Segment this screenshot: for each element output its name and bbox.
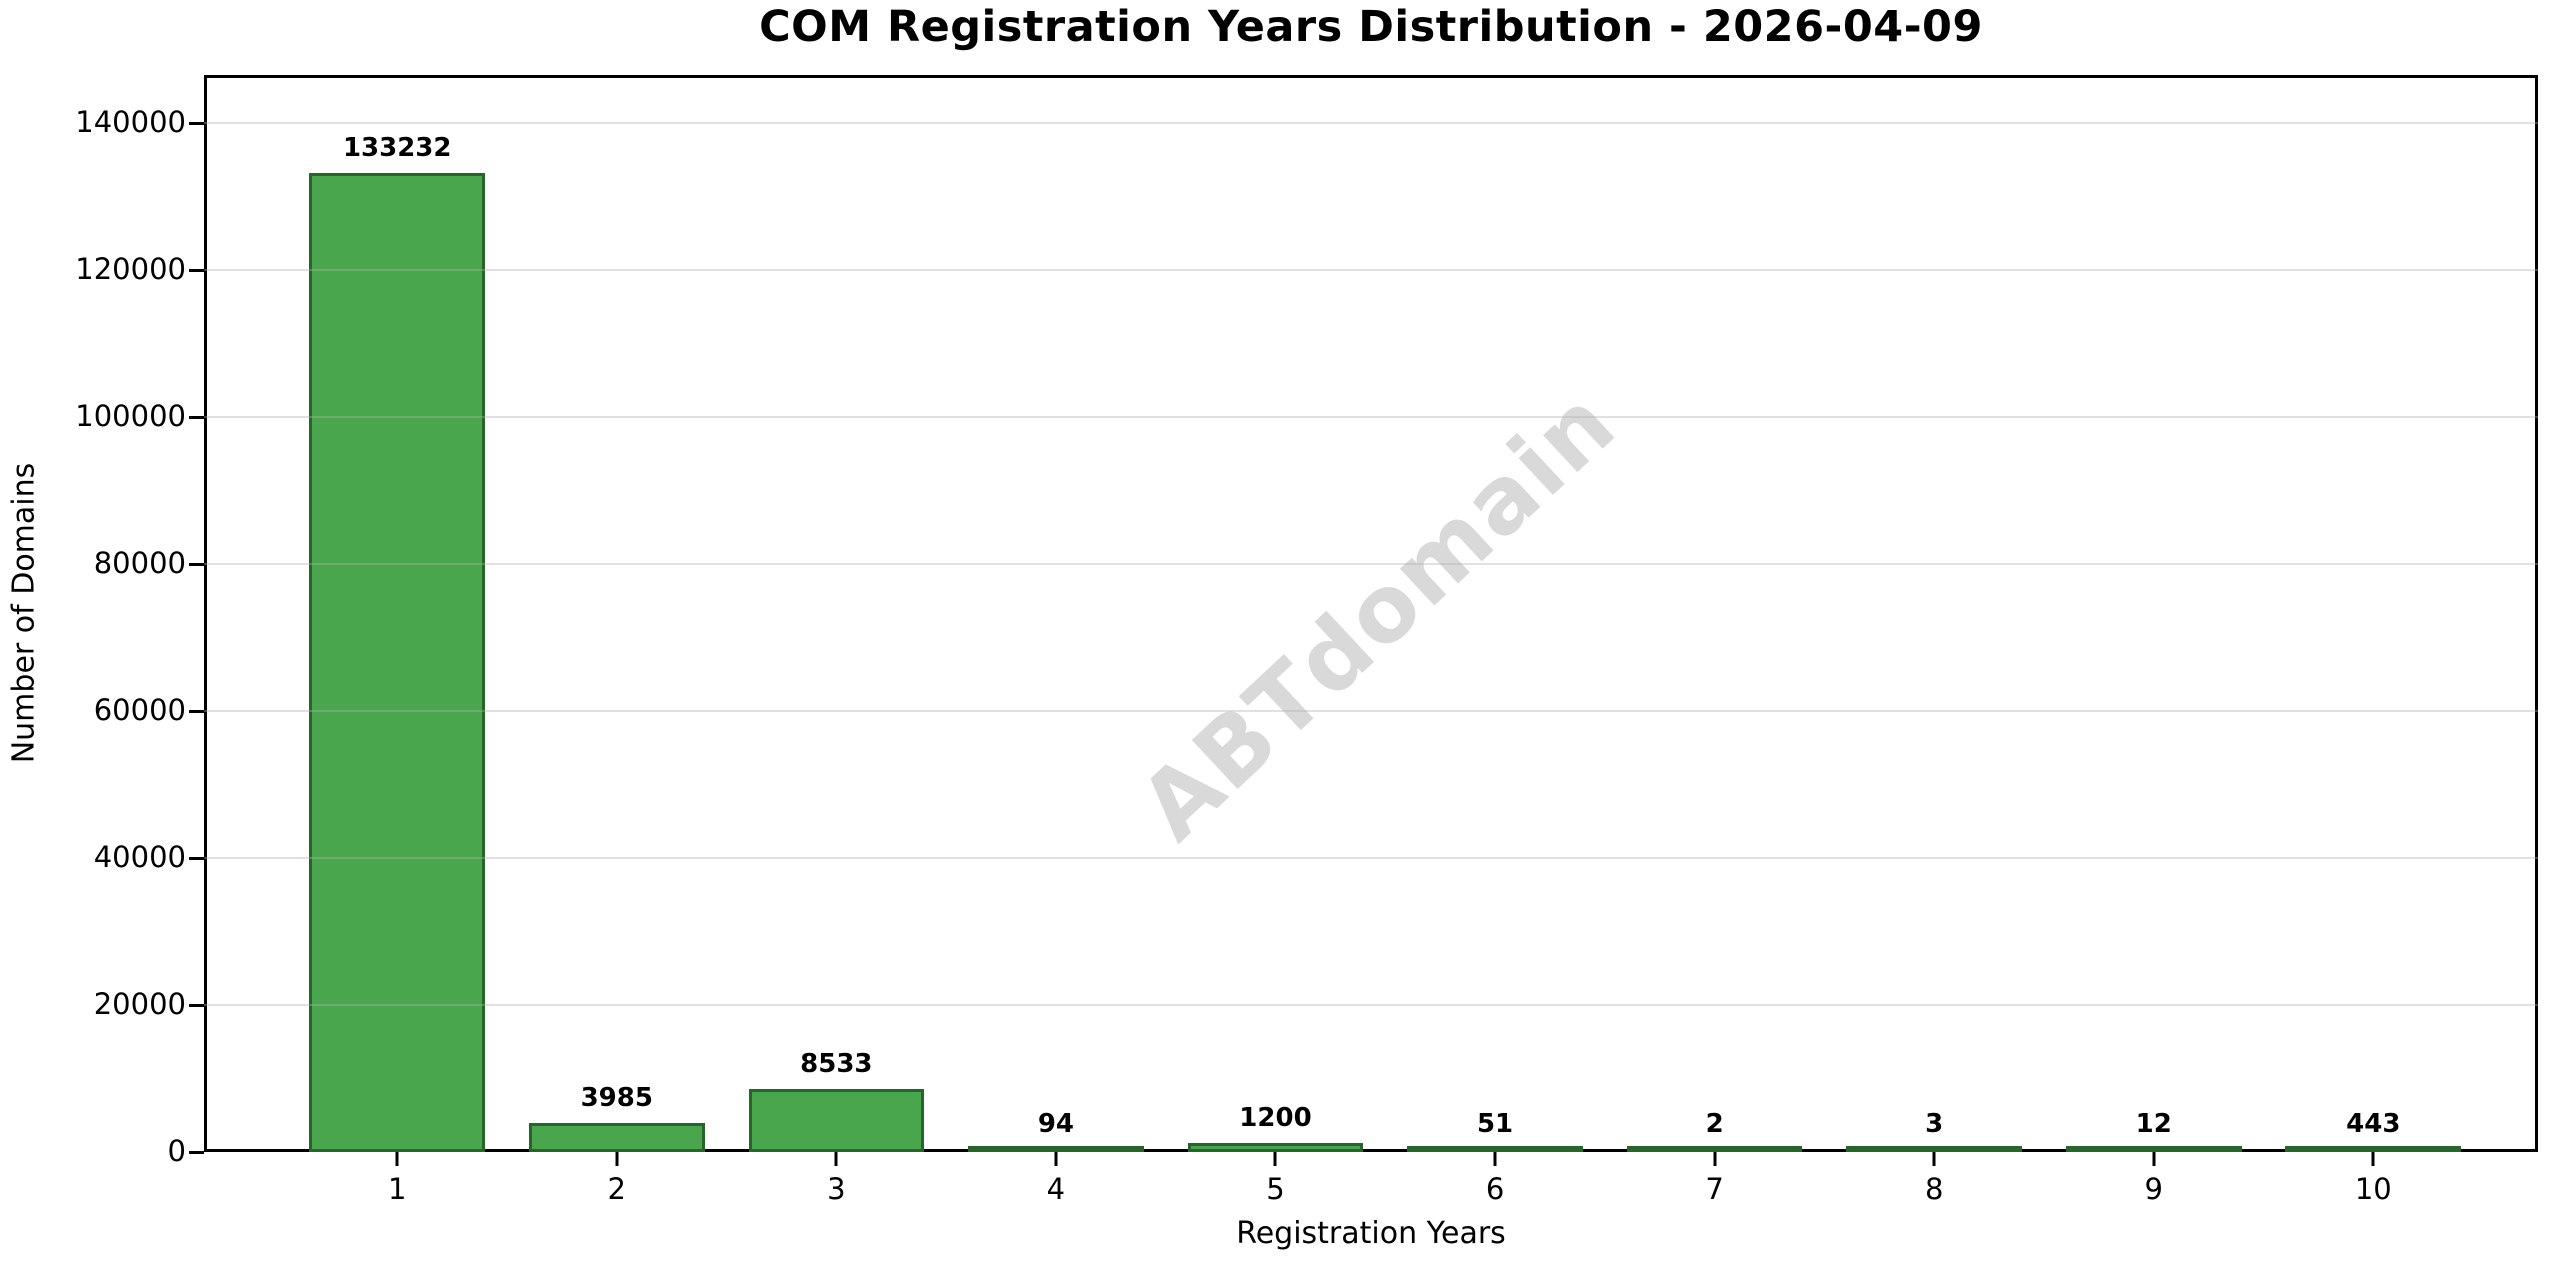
x-tick-mark xyxy=(1932,1152,1936,1166)
bar-value-label-5: 1200 xyxy=(1239,1103,1312,1134)
x-tick-mark xyxy=(1273,1152,1277,1166)
x-tick-label-4: 4 xyxy=(1046,1172,1066,1206)
x-tick-mark xyxy=(395,1152,399,1166)
y-tick-label: 60000 xyxy=(93,693,186,728)
chart-title: COM Registration Years Distribution - 20… xyxy=(759,2,1983,52)
bar-9[interactable] xyxy=(2065,1146,2242,1152)
bar-value-label-3: 8533 xyxy=(800,1049,873,1080)
x-tick-mark xyxy=(1493,1152,1497,1166)
y-tick-mark xyxy=(189,856,204,860)
x-tick-mark xyxy=(834,1152,838,1166)
x-tick-label-8: 8 xyxy=(1924,1172,1944,1206)
x-axis-label: Registration Years xyxy=(1236,1216,1506,1251)
watermark-text: ABTdomain xyxy=(1119,369,1637,861)
y-gridline xyxy=(204,857,2538,860)
bar-value-label-10: 443 xyxy=(2346,1108,2401,1139)
plot-inner: ABTdomain 0 20000 40000 60000 80000 100000 120… xyxy=(75,75,2538,1206)
y-tick-label: 40000 xyxy=(93,840,186,875)
x-tick-mark xyxy=(2371,1152,2375,1166)
y-tick-mark xyxy=(189,1003,204,1007)
bar-8[interactable] xyxy=(1846,1146,2022,1152)
x-tick-mark xyxy=(1054,1152,1058,1166)
x-tick-label-7: 7 xyxy=(1705,1172,1724,1206)
x-tick-label-10: 10 xyxy=(2354,1172,2392,1206)
bar-value-label-1: 133232 xyxy=(342,132,452,163)
y-gridline xyxy=(204,269,2538,272)
bar-3[interactable] xyxy=(748,1089,925,1152)
x-tick-label-6: 6 xyxy=(1485,1172,1505,1206)
y-gridline xyxy=(204,416,2538,419)
bar-value-label-8: 3 xyxy=(1925,1109,1944,1139)
bar-6[interactable] xyxy=(1407,1146,1583,1152)
bar-10[interactable] xyxy=(2285,1146,2462,1152)
y-gridline xyxy=(204,563,2538,566)
y-tick-mark xyxy=(189,268,204,272)
y-tick-label: 0 xyxy=(167,1134,186,1168)
bar-4[interactable] xyxy=(968,1146,1144,1152)
bar-2[interactable] xyxy=(528,1122,705,1152)
bar-5[interactable] xyxy=(1187,1143,1364,1152)
y-tick-mark xyxy=(189,1150,204,1154)
y-gridline xyxy=(204,1004,2538,1007)
bar-value-label-9: 12 xyxy=(2135,1109,2172,1139)
x-tick-mark xyxy=(1713,1152,1717,1166)
bar-value-label-2: 3985 xyxy=(580,1082,653,1113)
x-tick-label-3: 3 xyxy=(827,1172,846,1206)
x-tick-mark xyxy=(615,1152,619,1166)
y-tick-mark xyxy=(189,562,204,566)
y-tick-label: 20000 xyxy=(93,987,186,1022)
x-tick-label-1: 1 xyxy=(387,1172,407,1206)
y-gridline xyxy=(204,710,2538,713)
plot-area xyxy=(204,75,2538,1152)
y-tick-mark xyxy=(189,121,204,125)
y-tick-mark xyxy=(189,709,204,713)
bar-value-label-6: 51 xyxy=(1476,1109,1514,1139)
y-tick-mark xyxy=(189,415,204,419)
x-tick-label-5: 5 xyxy=(1266,1172,1285,1206)
bar-value-label-7: 2 xyxy=(1705,1109,1724,1139)
x-tick-mark xyxy=(2152,1152,2156,1166)
x-tick-label-9: 9 xyxy=(2144,1172,2163,1206)
x-tick-label-2: 2 xyxy=(607,1172,627,1206)
y-gridline xyxy=(204,122,2538,125)
y-tick-label: 140000 xyxy=(75,105,186,140)
y-tick-label: 120000 xyxy=(75,252,186,287)
y-tick-label: 80000 xyxy=(93,546,186,581)
bar-7[interactable] xyxy=(1626,1146,1803,1152)
bar-1[interactable] xyxy=(309,172,486,1152)
bar-value-label-4: 94 xyxy=(1037,1109,1074,1139)
y-tick-label: 100000 xyxy=(75,399,186,434)
